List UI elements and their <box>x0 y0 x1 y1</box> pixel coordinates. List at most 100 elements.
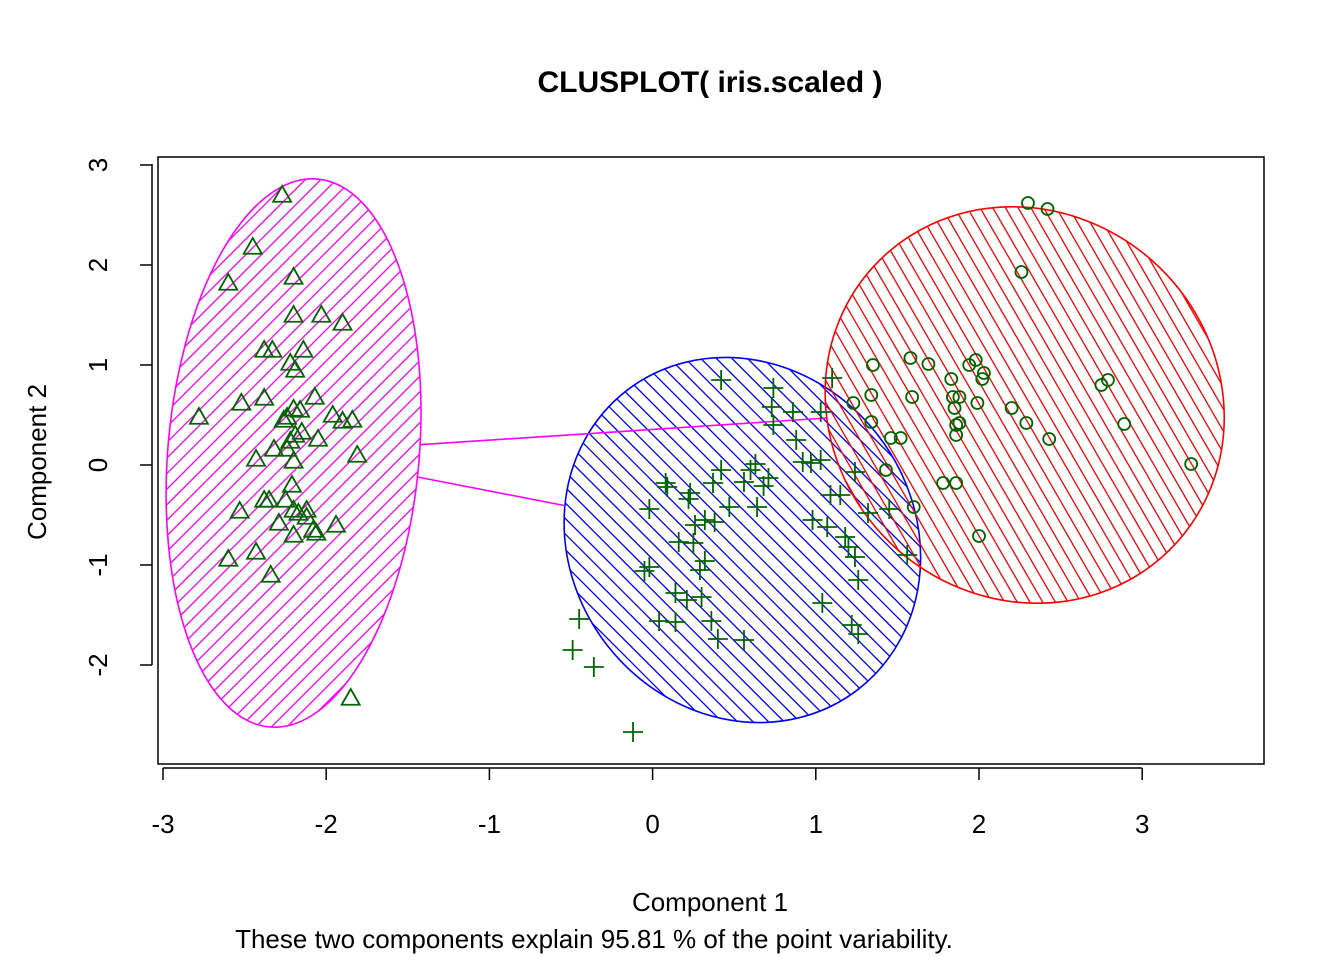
data-point-plus <box>844 547 865 567</box>
y-tick-label: 3 <box>83 158 113 172</box>
data-point-plus <box>812 593 833 613</box>
data-point-plus <box>835 527 856 547</box>
data-point-triangle <box>302 519 324 538</box>
data-point-triangle <box>289 399 311 418</box>
data-point-plus <box>733 630 754 650</box>
data-point-plus <box>830 485 851 505</box>
data-point-plus <box>665 583 686 603</box>
data-point-plus <box>689 560 710 580</box>
data-point-triangle <box>260 564 282 583</box>
data-point-triangle <box>331 410 354 429</box>
data-point-plus <box>810 450 831 470</box>
data-point-circle <box>921 357 936 371</box>
data-point-plus <box>786 430 807 450</box>
x-tick-label: 1 <box>809 809 823 839</box>
data-point-circle <box>1004 401 1019 415</box>
data-point-plus <box>701 611 722 631</box>
data-point-circle <box>947 401 962 415</box>
x-tick-label: 2 <box>972 809 986 839</box>
data-point-triangle <box>274 489 296 508</box>
data-point-plus <box>676 590 697 610</box>
data-point-triangle <box>273 409 295 428</box>
data-point-plus <box>733 472 754 492</box>
data-point-triangle <box>253 387 275 406</box>
data-point-plus <box>758 468 779 488</box>
data-point-circle <box>866 358 880 372</box>
data-point-plus <box>740 460 761 480</box>
data-point-plus <box>711 460 732 480</box>
data-point-circle <box>905 390 919 404</box>
data-point-triangle <box>307 428 329 447</box>
data-point-plus <box>761 397 782 417</box>
data-point-circle <box>893 431 908 445</box>
y-tick-label: -2 <box>83 653 113 676</box>
data-point-circle <box>949 428 964 442</box>
data-point-triangle <box>322 404 344 423</box>
x-tick-label: 3 <box>1135 809 1149 839</box>
data-point-triangle <box>217 548 239 567</box>
data-point-circle <box>906 500 921 514</box>
data-point-triangle <box>263 438 285 457</box>
data-point-triangle <box>341 409 363 428</box>
data-point-circle <box>952 390 967 404</box>
data-point-triangle <box>284 359 306 378</box>
data-point-circle <box>1184 457 1199 471</box>
data-point-plus <box>763 378 784 398</box>
data-point-plus <box>745 454 766 474</box>
cluster-3-ellipse <box>824 205 1226 605</box>
y-tick-label: 0 <box>83 458 113 472</box>
data-point-triangle <box>276 438 298 457</box>
data-point-plus <box>694 551 715 571</box>
data-point-circle <box>879 463 893 477</box>
data-point-plus <box>562 640 583 660</box>
data-point-circle <box>1019 416 1034 430</box>
data-point-circle <box>962 358 977 372</box>
cluster-1-points <box>188 184 368 706</box>
data-point-plus <box>897 545 918 565</box>
data-point-triangle <box>283 499 305 518</box>
data-point-triangle <box>292 339 314 358</box>
data-point-triangle <box>188 406 210 425</box>
data-point-triangle <box>296 499 318 518</box>
data-point-plus <box>747 497 768 517</box>
data-point-triangle <box>230 392 252 411</box>
data-point-plus <box>802 510 823 530</box>
data-point-triangle <box>305 522 327 541</box>
y-tick-label: 2 <box>83 258 113 272</box>
data-point-triangle <box>283 450 305 469</box>
data-point-plus <box>691 587 712 607</box>
data-point-plus <box>683 533 704 553</box>
data-point-triangle <box>331 312 354 331</box>
data-point-plus <box>844 462 865 482</box>
data-point-circle <box>952 416 967 430</box>
data-point-circle <box>1094 378 1109 392</box>
data-point-plus <box>822 368 843 388</box>
data-point-circle <box>972 529 986 543</box>
data-point-circle <box>1117 417 1132 431</box>
data-point-circle <box>949 476 964 490</box>
data-point-plus <box>668 532 689 552</box>
data-point-plus <box>649 611 670 631</box>
data-point-plus <box>639 557 660 577</box>
data-point-circle <box>970 396 985 410</box>
data-point-plus <box>657 477 678 497</box>
chart-subtitle: These two components explain 95.81 % of … <box>235 924 953 954</box>
data-point-triangle <box>287 502 310 521</box>
data-point-triangle <box>346 444 368 463</box>
data-point-plus <box>707 629 728 649</box>
data-point-circle <box>864 415 879 429</box>
data-point-circle <box>976 366 991 380</box>
data-point-plus <box>817 517 838 537</box>
data-point-plus <box>680 483 701 503</box>
x-axis: -3 -2 -1 0 1 2 3 <box>151 767 1149 839</box>
data-point-plus <box>858 503 879 523</box>
data-point-plus <box>782 402 803 422</box>
data-point-triangle <box>258 489 280 508</box>
cluster-3-points <box>846 196 1199 543</box>
cluster-2-hatch <box>490 285 994 764</box>
cluster-connector-1-2 <box>417 476 566 507</box>
data-point-plus <box>685 515 706 535</box>
data-point-triangle <box>283 398 305 417</box>
data-point-plus <box>678 489 699 509</box>
